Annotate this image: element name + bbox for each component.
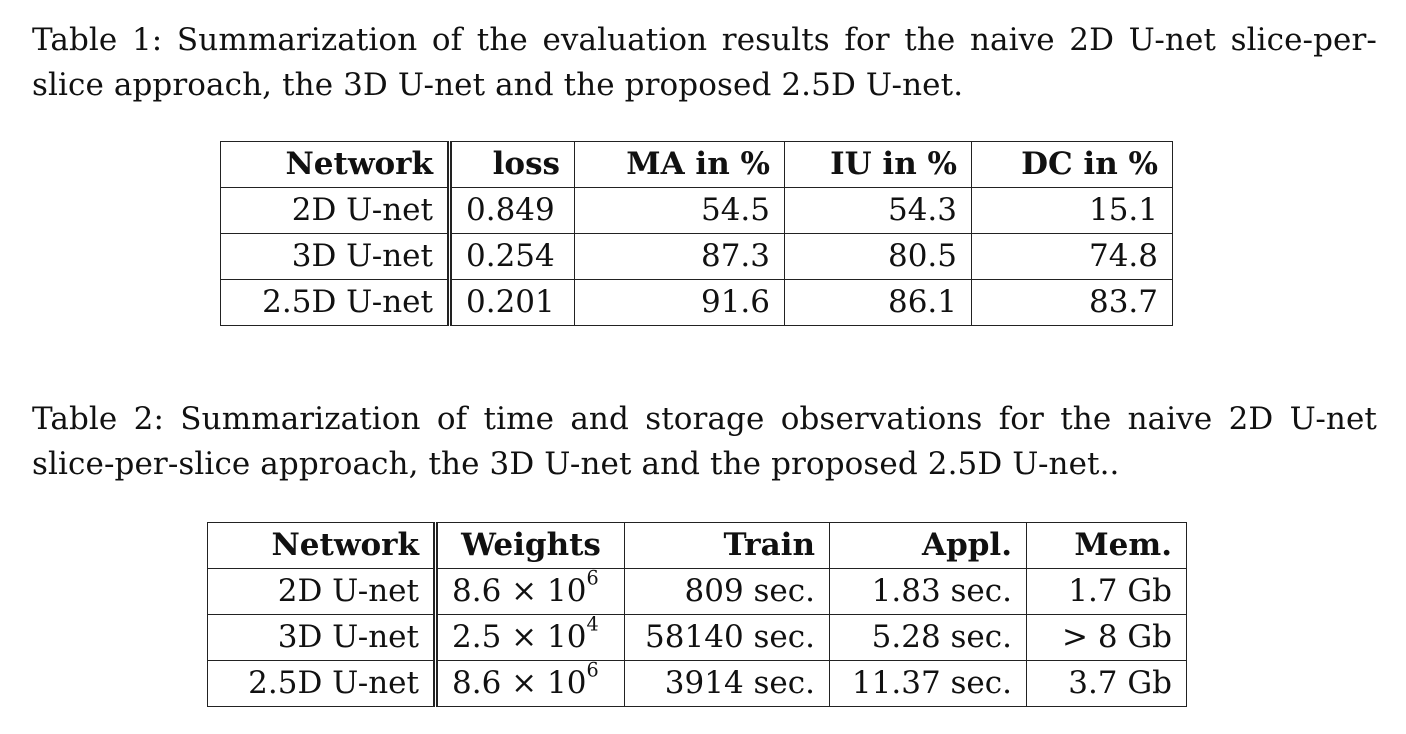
cell-ma: 87.3 <box>574 233 785 280</box>
table-header-row: Network loss MA in % IU in % DC in % <box>220 141 1173 188</box>
weights-base: 8.6 × 10 <box>452 665 587 701</box>
cell-iu: 86.1 <box>784 279 972 326</box>
cell-loss: 0.201 <box>449 279 575 326</box>
cell-appl: 5.28 sec. <box>829 614 1027 661</box>
header-network: Network <box>220 141 452 188</box>
header-weights: Weights <box>435 522 625 569</box>
cell-weights: 8.6 × 106 <box>435 658 625 707</box>
cell-appl: 11.37 sec. <box>829 660 1027 707</box>
cell-loss: 0.254 <box>449 233 575 280</box>
cell-weights: 8.6 × 106 <box>435 566 625 615</box>
cell-network: 2D U-net <box>220 187 452 234</box>
cell-iu: 80.5 <box>784 233 972 280</box>
cell-mem: 3.7 Gb <box>1026 660 1187 707</box>
table2-caption: Table 2: Summarization of time and stora… <box>32 401 1377 482</box>
cell-ma: 54.5 <box>574 187 785 234</box>
table-row: 3D U-net 0.254 87.3 80.5 74.8 <box>220 233 1173 280</box>
header-dc: DC in % <box>971 141 1173 188</box>
table-row: 2D U-net 8.6 × 106 809 sec. 1.83 sec. 1.… <box>207 566 1187 615</box>
header-mem: Mem. <box>1026 522 1187 569</box>
cell-dc: 83.7 <box>971 279 1173 326</box>
table-header-row: Network Weights Train Appl. Mem. <box>207 522 1187 569</box>
cell-loss: 0.849 <box>449 187 575 234</box>
cell-train: 809 sec. <box>624 568 830 615</box>
cell-network: 2.5D U-net <box>207 660 438 707</box>
cell-network: 2D U-net <box>207 568 438 615</box>
cell-mem: > 8 Gb <box>1026 614 1187 661</box>
table-row: 2D U-net 0.849 54.5 54.3 15.1 <box>220 187 1173 234</box>
cell-train: 3914 sec. <box>624 660 830 707</box>
header-ma: MA in % <box>574 141 785 188</box>
time-storage-table: Network Weights Train Appl. Mem. 2D U-ne… <box>207 522 1187 707</box>
cell-dc: 15.1 <box>971 187 1173 234</box>
table1-caption: Table 1: Summarization of the evaluation… <box>32 22 1377 103</box>
weights-exponent: 4 <box>586 612 599 636</box>
cell-ma: 91.6 <box>574 279 785 326</box>
table-row: 2.5D U-net 0.201 91.6 86.1 83.7 <box>220 279 1173 326</box>
header-appl: Appl. <box>829 522 1027 569</box>
weights-base: 8.6 × 10 <box>452 573 587 609</box>
cell-network: 3D U-net <box>220 233 452 280</box>
weights-base: 2.5 × 10 <box>452 619 587 655</box>
weights-exponent: 6 <box>586 566 599 590</box>
cell-network: 3D U-net <box>207 614 438 661</box>
weights-exponent: 6 <box>586 658 599 682</box>
cell-weights: 2.5 × 104 <box>435 612 625 661</box>
header-train: Train <box>624 522 830 569</box>
table-row: 2.5D U-net 8.6 × 106 3914 sec. 11.37 sec… <box>207 658 1187 707</box>
cell-network: 2.5D U-net <box>220 279 452 326</box>
cell-iu: 54.3 <box>784 187 972 234</box>
cell-train: 58140 sec. <box>624 614 830 661</box>
cell-mem: 1.7 Gb <box>1026 568 1187 615</box>
header-network: Network <box>207 522 438 569</box>
header-iu: IU in % <box>784 141 972 188</box>
cell-appl: 1.83 sec. <box>829 568 1027 615</box>
evaluation-results-table: Network loss MA in % IU in % DC in % 2D … <box>220 141 1173 326</box>
header-loss: loss <box>449 141 575 188</box>
cell-dc: 74.8 <box>971 233 1173 280</box>
table-row: 3D U-net 2.5 × 104 58140 sec. 5.28 sec. … <box>207 612 1187 661</box>
